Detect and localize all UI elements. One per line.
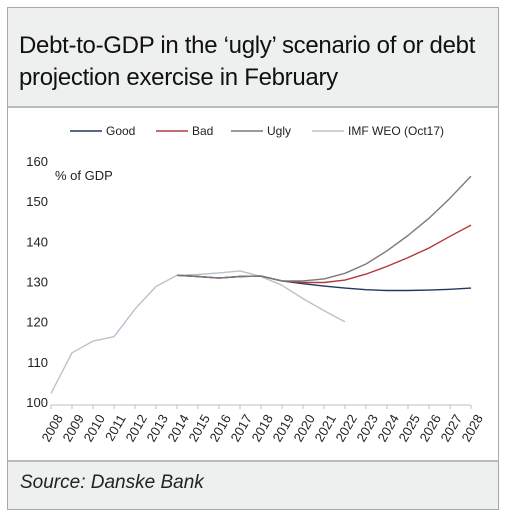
x-tick-label: 2027 [437,412,464,445]
x-tick-label: 2012 [122,412,149,445]
x-tick-label: 2025 [395,412,422,445]
x-tick-label: 2013 [143,412,170,445]
x-tick-label: 2028 [458,412,485,445]
x-axis: 2008200920102011201220132014201520162017… [38,404,486,445]
title-bar: Debt-to-GDP in the ‘ugly’ scenario of or… [8,8,498,108]
series-lines [50,175,472,394]
series-line-ugly [176,175,472,282]
legend: Good Bad Ugly IMF WEO (Oct17) [70,124,444,138]
y-axis-label: % of GDP [55,168,113,183]
x-tick-label: 2022 [332,412,359,445]
y-tick-label: 140 [26,234,48,249]
legend-entry: Good [106,124,135,138]
x-tick-label: 2016 [206,412,233,445]
x-tick-label: 2023 [353,412,380,445]
x-tick-label: 2014 [164,412,191,445]
y-tick-label: 110 [27,355,48,370]
y-tick-label: 130 [26,275,48,290]
x-tick-label: 2020 [290,412,317,445]
y-tick-label: 120 [26,315,48,330]
x-tick-label: 2024 [374,412,401,445]
y-tick-label: 160 [26,154,48,169]
legend-entry: Bad [192,124,213,138]
y-axis: 100 110 120 130 140 150 160 [26,154,48,410]
x-tick-label: 2021 [311,412,338,445]
y-tick-label: 150 [26,194,48,209]
source-bar: Source: Danske Bank [8,460,498,509]
series-line-bad [176,224,472,284]
legend-entry: IMF WEO (Oct17) [348,124,444,138]
chart-frame: Debt-to-GDP in the ‘ugly’ scenario of or… [7,7,499,510]
chart-title: Debt-to-GDP in the ‘ugly’ scenario of or… [19,32,476,91]
x-tick-label: 2009 [59,412,86,445]
series-line-imf-weo-oct17 [50,270,346,394]
x-tick-label: 2019 [269,412,296,445]
x-tick-label: 2008 [38,412,65,445]
x-tick-label: 2018 [248,412,275,445]
legend-entry: Ugly [267,124,291,138]
x-tick-label: 2017 [227,412,254,445]
source-note: Source: Danske Bank [20,472,204,493]
x-tick-label: 2010 [80,412,107,445]
y-tick-label: 100 [26,395,48,410]
x-tick-label: 2015 [185,412,212,445]
x-tick-label: 2026 [416,412,443,445]
